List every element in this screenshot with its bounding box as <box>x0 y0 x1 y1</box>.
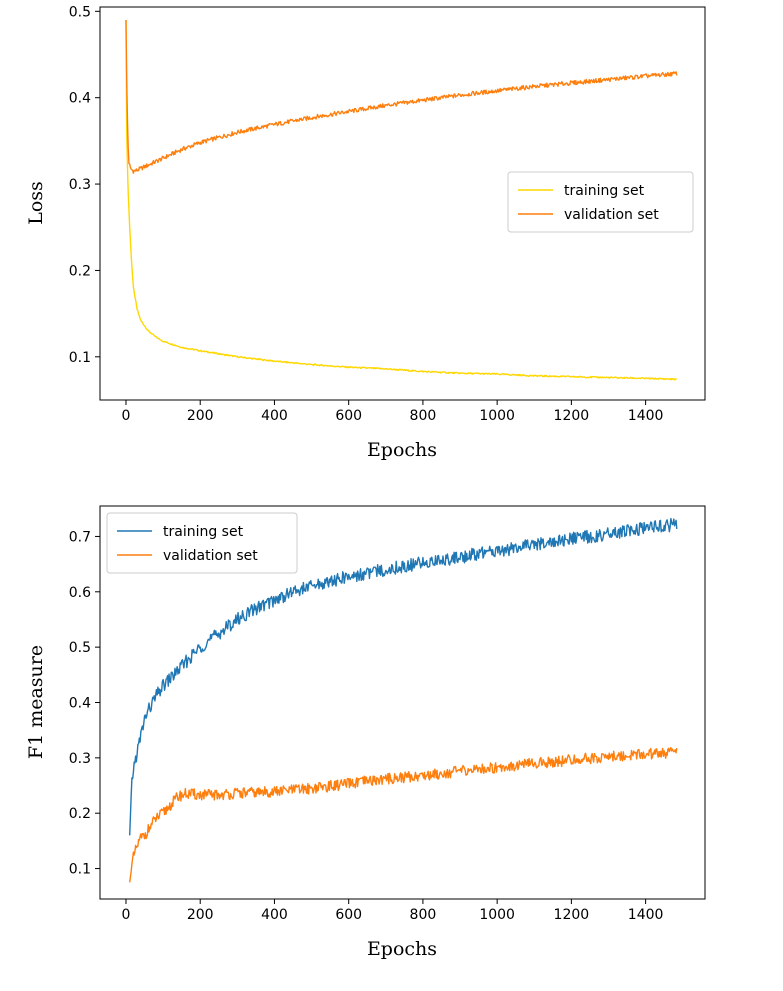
loss-x-tick-label: 0 <box>122 408 131 424</box>
loss-ticks-layer: 0 200 400 600 800 1000 1200 1400 0.1 0.2 0.3 0.4 0.5 <box>69 4 664 424</box>
loss-legend: training set validation set <box>507 171 694 233</box>
f1-legend-label-training: training set <box>163 524 244 540</box>
loss-x-tick-label: 800 <box>410 408 437 424</box>
loss-x-tick-label: 600 <box>335 408 362 424</box>
loss-x-tick-label: 200 <box>187 408 214 424</box>
loss-x-tick-label: 1200 <box>554 408 590 424</box>
f1-series-line-validation <box>128 746 678 883</box>
loss-legend-box <box>507 171 694 233</box>
loss-x-tick-label: 1000 <box>479 408 515 424</box>
loss-legend-label-validation: validation set <box>564 207 659 223</box>
loss-x-axis-label: Epochs <box>367 439 437 461</box>
loss-series-line-training <box>125 19 677 381</box>
loss-y-tick-label: 0.4 <box>69 91 91 107</box>
loss-axes-frame <box>99 6 706 401</box>
f1-series-line-training <box>128 517 678 836</box>
loss-y-tick-label: 0.3 <box>69 177 91 193</box>
f1-y-tick-label: 0.6 <box>69 585 91 601</box>
f1-y-tick-label: 0.2 <box>69 806 91 822</box>
f1-y-tick-label: 0.4 <box>69 696 91 712</box>
loss-legend-label-training: training set <box>564 183 645 199</box>
loss-y-tick-label: 0.1 <box>69 350 91 366</box>
f1-x-tick-label: 1400 <box>628 907 664 923</box>
loss-y-tick-label: 0.5 <box>69 4 91 20</box>
f1-x-tick-label: 1000 <box>479 907 515 923</box>
f1-legend-box <box>106 512 298 574</box>
f1-series-layer <box>128 517 678 883</box>
f1-legend-label-validation: validation set <box>163 548 258 564</box>
loss-chart: 0 200 400 600 800 1000 1200 1400 0.1 0.2 0.3 0.4 0.5… <box>25 4 706 461</box>
f1-x-tick-label: 1200 <box>554 907 590 923</box>
f1-x-tick-label: 200 <box>187 907 214 923</box>
f1-y-tick-label: 0.1 <box>69 862 91 878</box>
f1-legend: training set validation set <box>106 512 298 574</box>
loss-series-layer <box>125 19 678 381</box>
f1-x-axis-label: Epochs <box>367 938 437 960</box>
f1-x-tick-label: 400 <box>261 907 288 923</box>
f1-ticks-layer: 0 200 400 600 800 1000 1200 1400 0.1 0.2 0.3 0.4 0.5… <box>69 529 664 923</box>
f1-y-tick-label: 0.3 <box>69 751 91 767</box>
loss-y-axis-label: Loss <box>25 181 47 225</box>
f1-x-tick-label: 600 <box>335 907 362 923</box>
f1-chart: 0 200 400 600 800 1000 1200 1400 0.1 0.2 0.3 0.4 0.5… <box>25 505 706 960</box>
loss-x-tick-label: 1400 <box>628 408 664 424</box>
f1-y-axis-label: F1 measure <box>25 645 47 759</box>
loss-x-tick-label: 400 <box>261 408 288 424</box>
f1-x-tick-label: 800 <box>410 907 437 923</box>
f1-y-tick-label: 0.7 <box>69 529 91 545</box>
f1-y-tick-label: 0.5 <box>69 640 91 656</box>
loss-series-line-validation <box>125 19 678 174</box>
f1-x-tick-label: 0 <box>122 907 131 923</box>
loss-y-tick-label: 0.2 <box>69 263 91 279</box>
